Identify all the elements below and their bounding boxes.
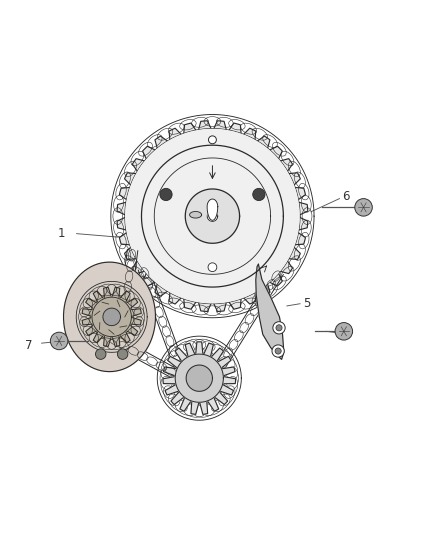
Polygon shape — [117, 121, 308, 311]
Polygon shape — [186, 365, 212, 391]
Polygon shape — [163, 342, 236, 414]
Text: 3: 3 — [196, 393, 203, 407]
Circle shape — [50, 332, 68, 350]
Circle shape — [208, 136, 216, 144]
Text: 2: 2 — [195, 286, 203, 300]
Circle shape — [335, 322, 353, 340]
Circle shape — [253, 188, 265, 200]
Text: 5: 5 — [303, 297, 310, 310]
Circle shape — [160, 188, 172, 200]
Text: 4: 4 — [68, 297, 76, 310]
Text: 7: 7 — [25, 339, 32, 352]
Circle shape — [95, 349, 106, 359]
Polygon shape — [103, 308, 120, 326]
Polygon shape — [141, 145, 283, 287]
Polygon shape — [207, 211, 218, 221]
Polygon shape — [92, 297, 131, 336]
Polygon shape — [190, 212, 201, 218]
Polygon shape — [126, 130, 299, 303]
Circle shape — [117, 349, 128, 359]
Text: 6: 6 — [342, 190, 350, 203]
Polygon shape — [256, 264, 284, 359]
Polygon shape — [207, 199, 218, 220]
Circle shape — [276, 325, 282, 331]
Polygon shape — [175, 354, 223, 402]
Polygon shape — [82, 287, 141, 346]
Text: 7: 7 — [344, 328, 352, 341]
Circle shape — [275, 348, 281, 354]
Circle shape — [273, 322, 285, 334]
Polygon shape — [64, 262, 155, 372]
Text: 1: 1 — [57, 227, 65, 240]
Circle shape — [208, 263, 217, 272]
Circle shape — [272, 345, 284, 357]
Circle shape — [355, 199, 372, 216]
Polygon shape — [185, 189, 240, 243]
